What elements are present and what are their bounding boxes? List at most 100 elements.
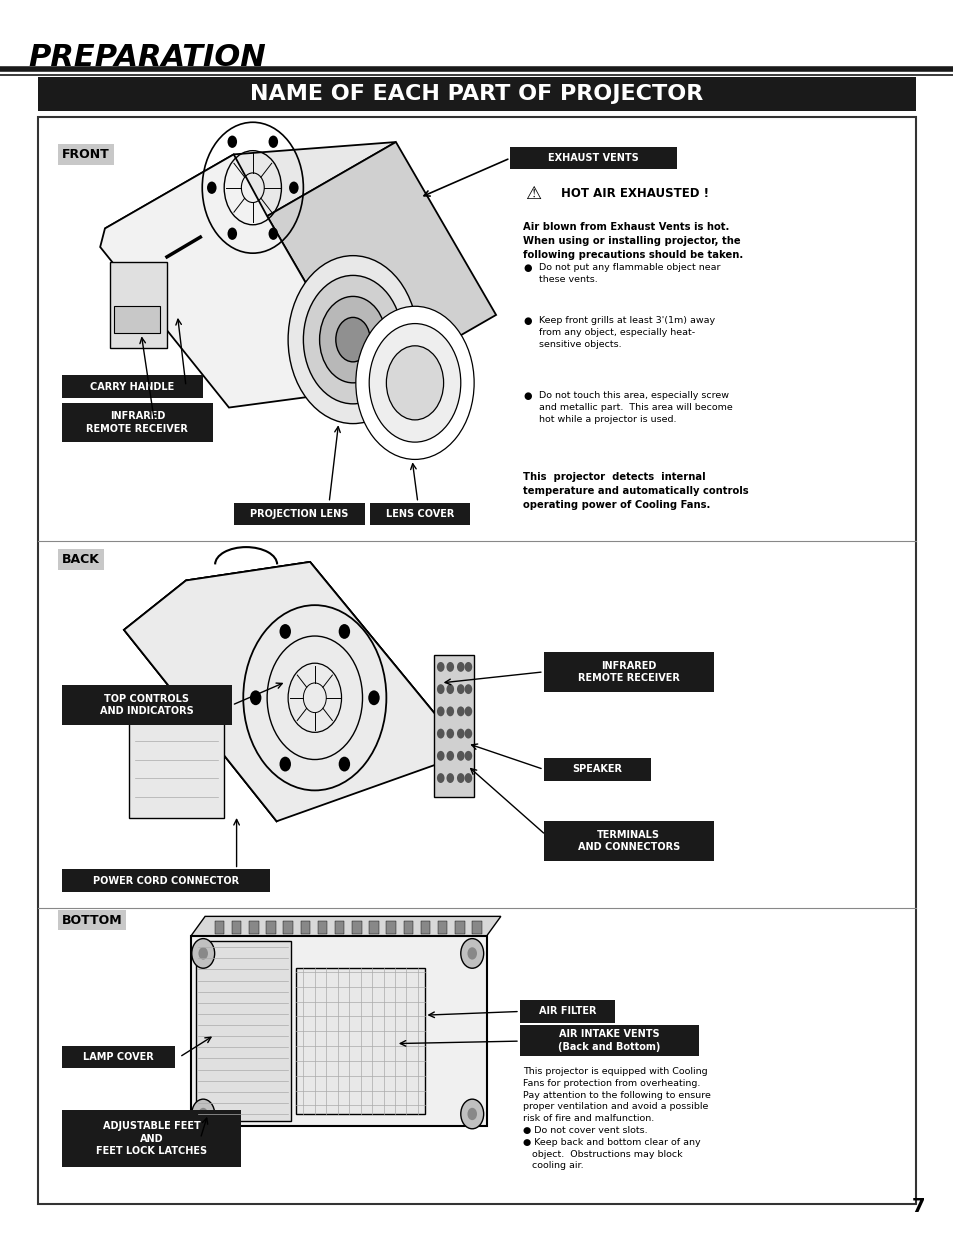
Bar (300, 921, 310, 934)
Circle shape (192, 939, 214, 968)
Circle shape (460, 939, 483, 968)
FancyBboxPatch shape (62, 1046, 174, 1068)
Text: BACK: BACK (62, 553, 100, 566)
Bar (369, 921, 378, 934)
Polygon shape (105, 142, 395, 228)
Circle shape (436, 773, 444, 783)
FancyBboxPatch shape (62, 403, 213, 442)
Text: ●: ● (523, 263, 532, 273)
FancyBboxPatch shape (510, 147, 677, 169)
Circle shape (464, 773, 472, 783)
Polygon shape (267, 142, 496, 389)
FancyBboxPatch shape (543, 758, 650, 781)
FancyBboxPatch shape (370, 503, 470, 525)
Circle shape (456, 773, 464, 783)
FancyBboxPatch shape (543, 821, 713, 861)
Circle shape (456, 751, 464, 761)
Circle shape (436, 684, 444, 694)
FancyBboxPatch shape (519, 1000, 615, 1023)
Text: ●: ● (523, 316, 532, 326)
FancyBboxPatch shape (62, 375, 203, 398)
Bar (437, 921, 447, 934)
FancyBboxPatch shape (62, 1110, 241, 1167)
Circle shape (464, 751, 472, 761)
Circle shape (338, 624, 350, 638)
Text: PROJECTION LENS: PROJECTION LENS (250, 509, 349, 519)
Bar (455, 921, 464, 934)
Circle shape (467, 947, 476, 960)
Circle shape (227, 227, 236, 240)
Bar (420, 921, 430, 934)
Circle shape (289, 182, 298, 194)
Text: Do not touch this area, especially screw
and metallic part.  This area will beco: Do not touch this area, especially screw… (538, 391, 732, 424)
Bar (214, 921, 224, 934)
Text: 7: 7 (911, 1198, 924, 1216)
Polygon shape (191, 916, 500, 936)
Circle shape (279, 757, 291, 772)
Bar (191, 936, 486, 1126)
Circle shape (464, 729, 472, 739)
Text: FRONT: FRONT (62, 148, 110, 161)
Text: POWER CORD CONNECTOR: POWER CORD CONNECTOR (92, 876, 239, 885)
Circle shape (319, 296, 386, 383)
Bar (249, 921, 258, 934)
Bar (472, 921, 481, 934)
Text: LAMP COVER: LAMP COVER (83, 1052, 153, 1062)
Bar (295, 968, 424, 1114)
Polygon shape (124, 562, 467, 821)
Text: TERMINALS
AND CONNECTORS: TERMINALS AND CONNECTORS (577, 830, 679, 852)
Circle shape (446, 706, 454, 716)
Bar (266, 921, 275, 934)
Circle shape (446, 773, 454, 783)
Bar (352, 921, 361, 934)
Text: TOP CONTROLS
AND INDICATORS: TOP CONTROLS AND INDICATORS (100, 694, 193, 716)
Text: ●: ● (523, 391, 532, 401)
Circle shape (338, 757, 350, 772)
Circle shape (436, 729, 444, 739)
Circle shape (446, 684, 454, 694)
Circle shape (335, 317, 370, 362)
Circle shape (436, 751, 444, 761)
Text: PREPARATION: PREPARATION (29, 43, 266, 72)
Circle shape (269, 136, 278, 148)
Circle shape (464, 662, 472, 672)
Bar (283, 921, 293, 934)
Text: AIR FILTER: AIR FILTER (538, 1007, 596, 1016)
Polygon shape (186, 562, 467, 772)
Bar (129, 700, 224, 818)
Bar (335, 921, 344, 934)
Text: HOT AIR EXHAUSTED !: HOT AIR EXHAUSTED ! (560, 188, 708, 200)
Circle shape (198, 1108, 208, 1120)
Text: LENS COVER: LENS COVER (386, 509, 454, 519)
FancyBboxPatch shape (38, 77, 915, 111)
Circle shape (456, 684, 464, 694)
Circle shape (269, 227, 278, 240)
Text: Do not put any flammable object near
these vents.: Do not put any flammable object near the… (538, 263, 720, 284)
Bar (386, 921, 395, 934)
Text: CARRY HANDLE: CARRY HANDLE (91, 382, 174, 391)
Polygon shape (100, 154, 367, 408)
Circle shape (446, 751, 454, 761)
Text: AIR INTAKE VENTS
(Back and Bottom): AIR INTAKE VENTS (Back and Bottom) (558, 1029, 660, 1052)
Text: INFRARED
REMOTE RECEIVER: INFRARED REMOTE RECEIVER (87, 411, 188, 433)
Bar (317, 921, 327, 934)
Circle shape (250, 690, 261, 705)
Circle shape (464, 706, 472, 716)
Circle shape (355, 306, 474, 459)
Circle shape (436, 706, 444, 716)
Bar (434, 655, 474, 797)
Text: NAME OF EACH PART OF PROJECTOR: NAME OF EACH PART OF PROJECTOR (250, 84, 703, 104)
Circle shape (207, 182, 216, 194)
FancyBboxPatch shape (62, 869, 270, 892)
Text: BOTTOM: BOTTOM (62, 914, 123, 926)
Polygon shape (124, 562, 467, 821)
Text: EXHAUST VENTS: EXHAUST VENTS (548, 153, 639, 163)
Circle shape (303, 275, 402, 404)
Text: ADJUSTABLE FEET
AND
FEET LOCK LATCHES: ADJUSTABLE FEET AND FEET LOCK LATCHES (96, 1121, 207, 1156)
Polygon shape (124, 580, 338, 821)
Circle shape (192, 1099, 214, 1129)
Circle shape (288, 256, 417, 424)
Bar (114, 306, 160, 333)
Circle shape (386, 346, 443, 420)
Circle shape (456, 662, 464, 672)
